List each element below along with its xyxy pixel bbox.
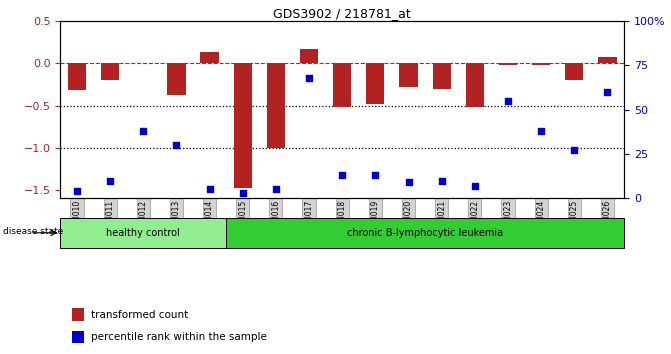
Bar [201,52,219,63]
Bar [565,63,583,80]
Bar [433,63,451,88]
Bar [60,218,226,248]
Point [171,142,182,148]
Point [304,75,315,81]
Bar [167,63,186,96]
Bar [300,49,318,63]
Point [72,188,83,194]
Point [602,89,613,95]
Bar [234,63,252,188]
Bar [599,57,617,63]
Bar [68,63,86,90]
Point [503,98,513,104]
Point [337,172,348,178]
Bar [226,218,624,248]
Point [370,172,380,178]
Text: disease state: disease state [3,227,64,236]
Bar [399,63,417,87]
Point [204,187,215,192]
Bar [267,63,285,148]
Bar [72,308,84,321]
Text: healthy control: healthy control [107,228,180,238]
Text: chronic B-lymphocytic leukemia: chronic B-lymphocytic leukemia [347,228,503,238]
Point [270,187,281,192]
Point [535,128,546,134]
Bar [101,63,119,80]
Bar [72,331,84,343]
Point [403,179,414,185]
Point [105,178,115,183]
Bar [366,63,384,104]
Bar [333,63,352,107]
Text: transformed count: transformed count [91,309,189,320]
Bar [532,63,550,65]
Point [436,178,447,183]
Point [569,148,580,153]
Point [238,190,248,196]
Point [470,183,480,189]
Point [138,128,149,134]
Bar [499,63,517,65]
Bar [466,63,484,107]
Text: percentile rank within the sample: percentile rank within the sample [91,332,267,342]
Title: GDS3902 / 218781_at: GDS3902 / 218781_at [273,7,411,20]
